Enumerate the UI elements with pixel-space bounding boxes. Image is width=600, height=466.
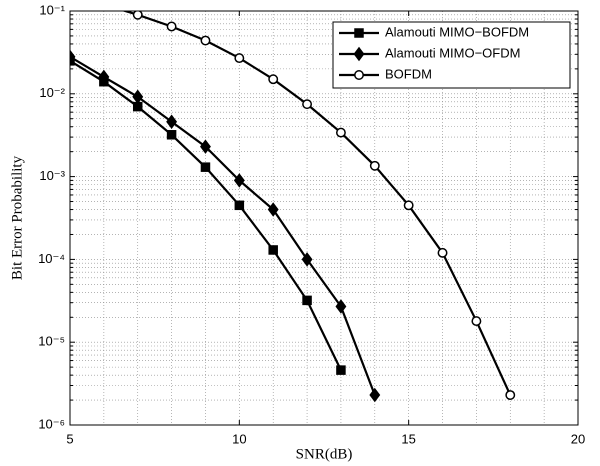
legend: Alamouti MIMO−BOFDM Alamouti MIMO−OFDM BOF…: [332, 21, 571, 89]
x-tick-label: 15: [401, 431, 415, 446]
x-tick-label: 20: [571, 431, 585, 446]
marker: [471, 316, 482, 327]
legend-label: BOFDM: [385, 66, 432, 81]
marker: [268, 74, 279, 85]
y-tick-label: 10⁻²: [39, 85, 65, 100]
marker: [132, 11, 143, 20]
marker: [234, 53, 245, 64]
marker: [505, 390, 516, 400]
x-tick-label: 5: [66, 431, 73, 446]
marker: [369, 387, 381, 403]
y-tick-label: 10⁻⁴: [38, 251, 65, 266]
marker: [200, 162, 211, 172]
marker: [166, 21, 177, 32]
marker: [335, 299, 347, 314]
marker: [166, 114, 178, 129]
series-line: [70, 55, 376, 396]
plot-frame: [69, 10, 579, 426]
marker: [267, 202, 279, 217]
legend-label: Alamouti MIMO−BOFDM: [385, 24, 529, 39]
y-tick-label: 10⁻⁶: [38, 416, 65, 431]
marker: [100, 0, 108, 8]
y-axis-label: Bit Error Probability: [9, 155, 25, 280]
x-tick-label: 10: [232, 431, 246, 446]
y-tick-label: 10⁻³: [39, 168, 65, 183]
marker: [268, 245, 278, 255]
legend-label: Alamouti MIMO−OFDM: [385, 45, 520, 60]
marker: [233, 173, 245, 188]
marker: [98, 69, 110, 85]
marker: [302, 295, 312, 306]
marker: [354, 70, 364, 80]
marker: [403, 200, 414, 211]
marker: [353, 46, 365, 62]
marker: [132, 89, 144, 105]
marker: [335, 127, 346, 138]
marker: [437, 247, 448, 258]
marker: [234, 200, 245, 211]
y-tick-label: 10⁻¹: [39, 2, 65, 17]
marker: [166, 130, 177, 140]
series-layer: [70, 0, 516, 403]
y-tick-label: 10⁻⁵: [38, 334, 65, 349]
marker: [70, 49, 76, 65]
marker: [200, 35, 211, 46]
marker: [336, 365, 346, 375]
x-axis-label: SNR(dB): [296, 446, 353, 462]
marker: [200, 139, 211, 154]
marker: [369, 160, 380, 171]
marker: [302, 99, 313, 110]
marker: [301, 252, 313, 267]
marker: [354, 28, 364, 38]
